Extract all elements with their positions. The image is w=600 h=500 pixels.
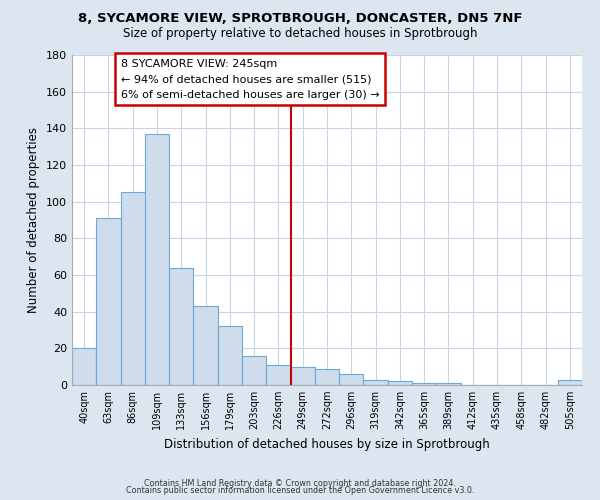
Text: Size of property relative to detached houses in Sprotbrough: Size of property relative to detached ho… (123, 28, 477, 40)
Bar (315, 368, 339, 385)
Y-axis label: Number of detached properties: Number of detached properties (28, 127, 40, 313)
Bar (266, 365, 290, 385)
Text: Contains HM Land Registry data © Crown copyright and database right 2024.: Contains HM Land Registry data © Crown c… (144, 478, 456, 488)
X-axis label: Distribution of detached houses by size in Sprotbrough: Distribution of detached houses by size … (164, 438, 490, 450)
Bar (242, 356, 266, 385)
Text: 8 SYCAMORE VIEW: 245sqm
← 94% of detached houses are smaller (515)
6% of semi-de: 8 SYCAMORE VIEW: 245sqm ← 94% of detache… (121, 58, 379, 100)
Bar (193, 306, 218, 385)
Bar (436, 383, 461, 385)
Bar (121, 192, 145, 385)
Text: 8, SYCAMORE VIEW, SPROTBROUGH, DONCASTER, DN5 7NF: 8, SYCAMORE VIEW, SPROTBROUGH, DONCASTER… (78, 12, 522, 26)
Bar (169, 268, 193, 385)
Bar (412, 383, 436, 385)
Bar (339, 374, 364, 385)
Bar (72, 348, 96, 385)
Bar (290, 366, 315, 385)
Bar (364, 380, 388, 385)
Text: Contains public sector information licensed under the Open Government Licence v3: Contains public sector information licen… (126, 486, 474, 495)
Bar (145, 134, 169, 385)
Bar (388, 382, 412, 385)
Bar (96, 218, 121, 385)
Bar (218, 326, 242, 385)
Bar (558, 380, 582, 385)
